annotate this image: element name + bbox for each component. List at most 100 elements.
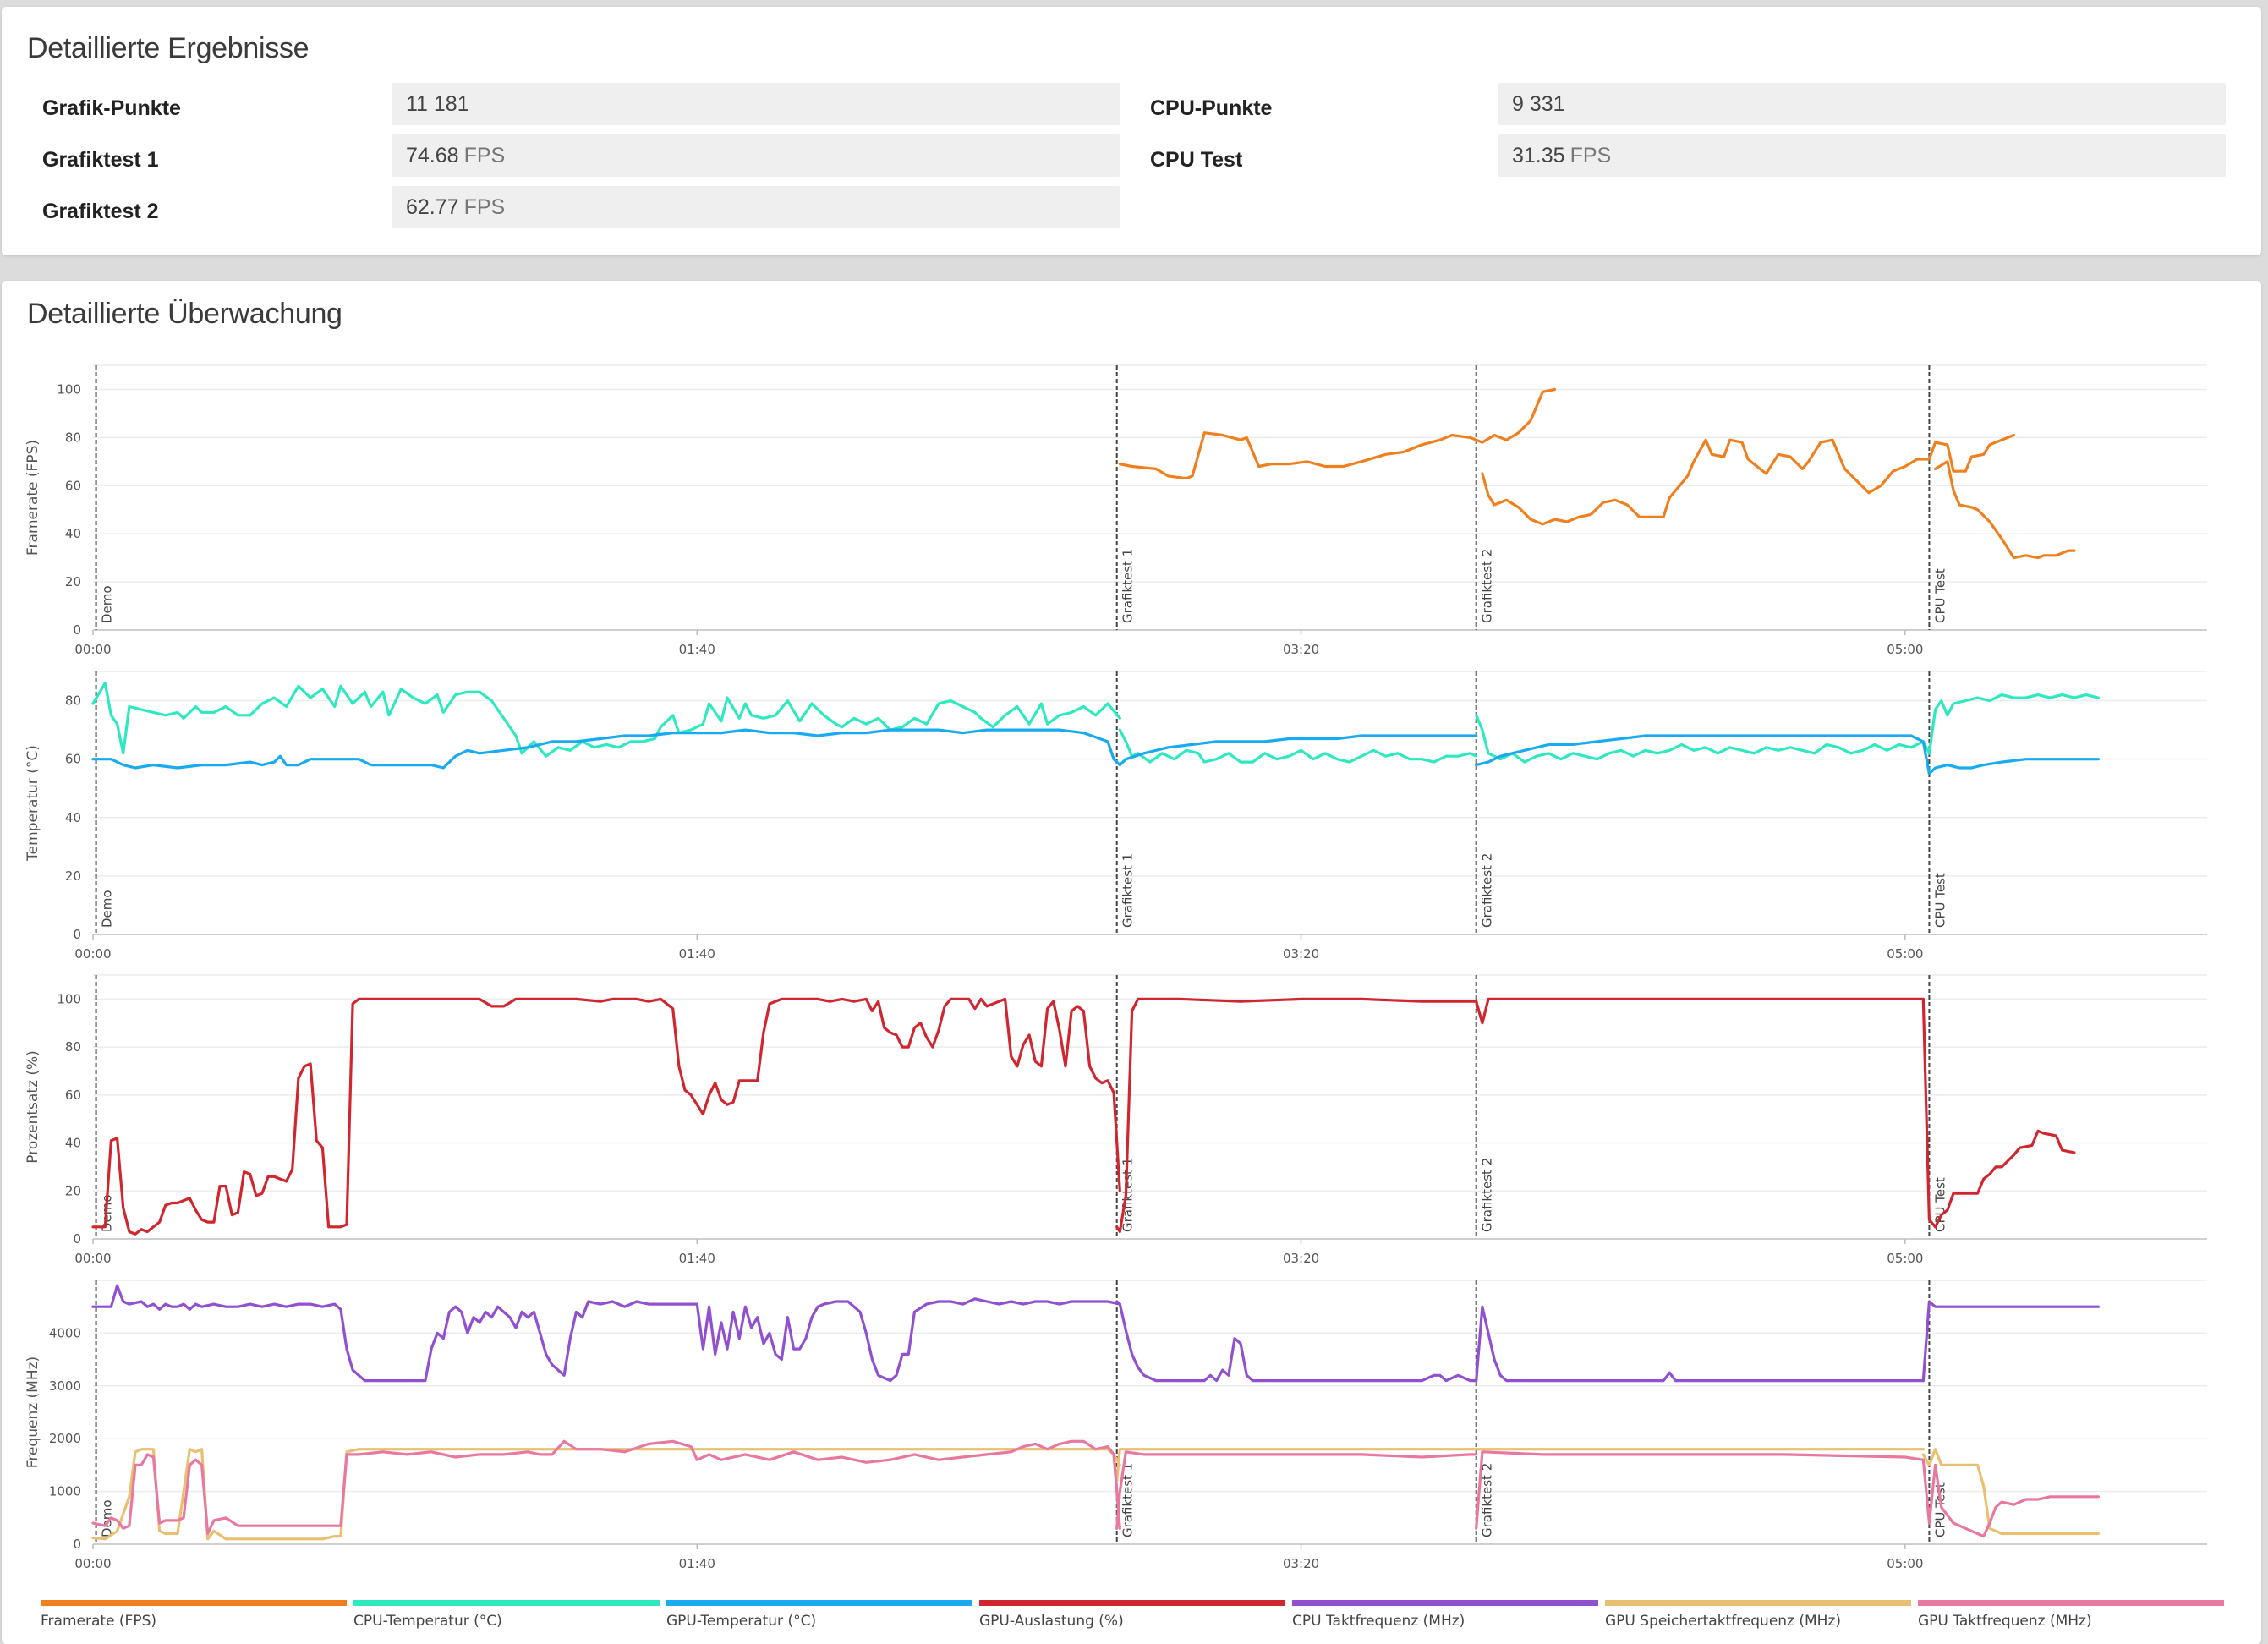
legend-entry: GPU Taktfrequenz (MHz) xyxy=(1918,1613,2092,1630)
graphics-test-2-value: 62.77 xyxy=(406,195,459,219)
y-tick-label: 80 xyxy=(65,693,81,709)
cpu-score-value: 9 331 xyxy=(1512,92,1565,116)
y-tick-label: 60 xyxy=(65,752,81,767)
y-tick-label: 2000 xyxy=(49,1431,81,1446)
graphics-test-1-value-box: 74.68 FPS xyxy=(392,134,1120,177)
series-line xyxy=(1927,693,2100,755)
y-tick-label: 0 xyxy=(73,1231,81,1247)
cpu-test-unit: FPS xyxy=(1570,144,1612,167)
test-marker-label: Grafiktest 1 xyxy=(1120,853,1136,928)
y-tick-label: 4000 xyxy=(49,1325,81,1340)
test-marker-label: CPU Test xyxy=(1932,873,1948,928)
series-line xyxy=(1475,1305,1925,1383)
series-line xyxy=(1921,1458,2100,1538)
legend-swatch xyxy=(1605,1600,1911,1606)
legend-swatch xyxy=(1292,1600,1598,1606)
series-line xyxy=(91,682,1121,758)
series-line xyxy=(91,728,1121,770)
x-tick-label: 01:40 xyxy=(679,946,715,962)
test-marker-label: Grafiktest 2 xyxy=(1480,1158,1495,1232)
legend-entry: GPU-Auslastung (%) xyxy=(979,1613,1124,1630)
x-tick-label: 03:20 xyxy=(1283,642,1319,657)
graphics-test-2-unit: FPS xyxy=(463,195,506,219)
series-line xyxy=(1115,1450,1478,1530)
legend-entry: GPU Speichertaktfrequenz (MHz) xyxy=(1605,1613,1841,1630)
x-tick-label: 05:00 xyxy=(1887,946,1923,962)
series-line xyxy=(91,997,1121,1236)
legend-entry: CPU-Temperatur (°C) xyxy=(353,1613,502,1630)
y-tick-label: 3000 xyxy=(49,1378,81,1394)
graphics-test-2-value-box: 62.77 FPS xyxy=(392,186,1120,228)
y-tick-label: 1000 xyxy=(49,1484,81,1499)
series-line xyxy=(1118,728,1478,764)
cpu-score-label: CPU-Punkte xyxy=(1150,96,1273,120)
series-line xyxy=(1927,758,2100,775)
monitoring-charts: 0 20 40 60 80 100 00:00 01:40 03:20 05:00 Framerat… xyxy=(25,364,2224,1630)
cpu-score-value-box: 9 331 xyxy=(1498,83,2226,125)
x-tick-label: 00:00 xyxy=(74,1251,111,1266)
test-marker-label: CPU Test xyxy=(1932,1482,1948,1537)
test-marker-label: Demo xyxy=(100,890,115,928)
cpu-test-value-box: 31.35 FPS xyxy=(1498,134,2226,177)
legend-swatch xyxy=(41,1600,347,1606)
y-tick-label: 80 xyxy=(65,1039,81,1055)
results-title: Detaillierte Ergebnisse xyxy=(27,32,310,64)
test-marker-label: Grafiktest 1 xyxy=(1120,549,1136,623)
y-axis-label: Framerate (FPS) xyxy=(25,440,41,556)
x-tick-label: 00:00 xyxy=(74,642,111,657)
y-tick-label: 40 xyxy=(65,810,81,825)
test-marker-label: Demo xyxy=(100,585,115,623)
series-line xyxy=(1481,433,2015,526)
legend-entry: GPU-Temperatur (°C) xyxy=(666,1613,816,1630)
x-tick-label: 05:00 xyxy=(1887,642,1923,657)
legend-swatch xyxy=(666,1600,972,1606)
y-tick-label: 40 xyxy=(65,1136,81,1151)
x-tick-label: 01:40 xyxy=(679,1556,715,1571)
results-panel: Detaillierte Ergebnisse Grafik-Punkte 11… xyxy=(2,7,2261,255)
graphics-test-1-label: Grafiktest 1 xyxy=(42,148,159,172)
graphics-test-2-label: Grafiktest 2 xyxy=(42,200,159,223)
graphics-test-1-unit: FPS xyxy=(463,144,506,167)
series-line xyxy=(1115,1300,1478,1383)
legend-entry: Framerate (FPS) xyxy=(41,1613,156,1630)
cpu-test-value: 31.35 xyxy=(1512,144,1565,167)
cpu-test-label: CPU Test xyxy=(1150,148,1243,172)
y-axis-label: Frequenz (MHz) xyxy=(25,1356,41,1468)
y-tick-label: 40 xyxy=(65,526,81,541)
series-line xyxy=(91,1448,1121,1541)
legend-swatch xyxy=(353,1600,660,1606)
series-line xyxy=(1475,1450,1925,1530)
y-tick-label: 0 xyxy=(73,1537,81,1552)
y-tick-label: 100 xyxy=(57,381,81,397)
y-tick-label: 20 xyxy=(65,869,81,884)
test-marker-label: CPU Test xyxy=(1932,1177,1948,1232)
series-line xyxy=(1475,714,1931,764)
series-line xyxy=(91,1284,1121,1383)
y-axis-label: Prozentsatz (%) xyxy=(25,1050,41,1163)
series-line xyxy=(1118,387,1557,480)
x-tick-label: 05:00 xyxy=(1887,1556,1923,1571)
legend-swatch xyxy=(1918,1600,2224,1606)
series-line xyxy=(1115,997,1478,1234)
x-tick-label: 00:00 xyxy=(74,946,111,962)
graphics-test-1-value: 74.68 xyxy=(406,144,459,167)
x-tick-label: 03:20 xyxy=(1283,1556,1319,1571)
x-tick-label: 03:20 xyxy=(1283,946,1319,962)
test-marker-label: CPU Test xyxy=(1932,568,1948,623)
series-line xyxy=(1921,1448,2100,1536)
test-marker-label: Demo xyxy=(100,1499,115,1537)
legend-swatch xyxy=(979,1600,1285,1606)
x-tick-label: 00:00 xyxy=(74,1556,111,1571)
y-tick-label: 20 xyxy=(65,574,81,589)
series-line xyxy=(1475,997,1925,1025)
series-line xyxy=(91,1439,1121,1536)
test-marker-label: Grafiktest 2 xyxy=(1480,549,1495,623)
y-tick-label: 60 xyxy=(65,478,81,493)
y-tick-label: 60 xyxy=(65,1088,81,1103)
graphics-score-value: 11 181 xyxy=(406,92,469,116)
graphics-score-value-box: 11 181 xyxy=(392,83,1120,125)
series-line xyxy=(1118,734,1478,767)
series-line xyxy=(1115,1448,1478,1482)
y-tick-label: 100 xyxy=(57,991,81,1006)
legend-entry: CPU Taktfrequenz (MHz) xyxy=(1292,1613,1465,1630)
